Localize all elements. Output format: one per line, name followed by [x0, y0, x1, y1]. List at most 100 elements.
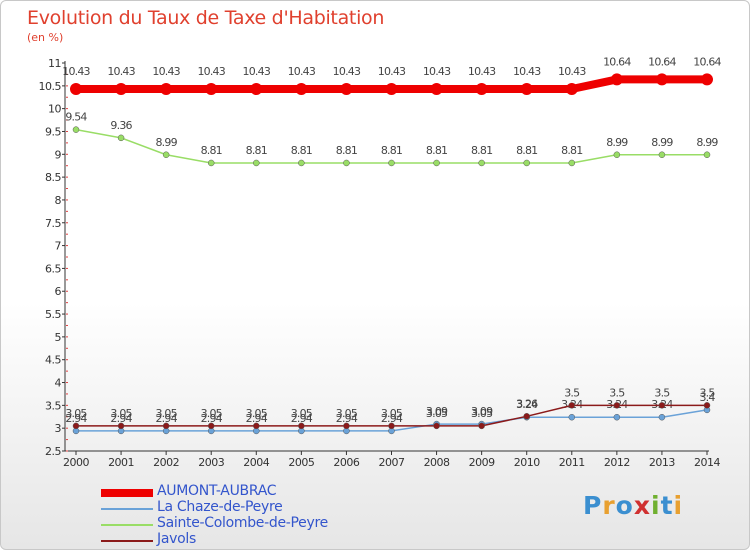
data-label: 8.99 — [155, 136, 177, 149]
data-label: 10.43 — [107, 65, 135, 78]
data-point — [117, 134, 125, 142]
data-point — [160, 83, 173, 96]
data-point — [70, 83, 82, 96]
data-point — [298, 159, 305, 167]
data-point — [568, 159, 576, 167]
data-point — [523, 413, 530, 420]
data-label: 8.81 — [426, 144, 447, 157]
logo-letter: i — [651, 491, 661, 520]
chart-title: Evolution du Taux de Taxe d'Habitation — [27, 7, 385, 29]
data-point — [568, 413, 576, 421]
data-label: 2.94 — [246, 412, 268, 425]
y-tick-label: 9.5 — [45, 125, 61, 138]
data-point — [703, 402, 711, 409]
logo-letter: P — [583, 491, 603, 520]
y-tick-label: 2.5 — [45, 445, 61, 458]
x-tick-label: 2008 — [424, 456, 450, 469]
data-label: 10.43 — [423, 65, 451, 78]
y-tick-label: 9 — [55, 148, 62, 161]
y-tick-label: 7.5 — [45, 217, 61, 230]
data-label: 3.09 — [471, 405, 493, 418]
data-label: 3.5 — [654, 386, 670, 399]
data-point — [295, 83, 308, 96]
data-label: 10.43 — [378, 65, 406, 78]
proxiti-logo: Proxiti — [583, 491, 683, 520]
chart-unit: (en %) — [27, 31, 64, 44]
logo-letter: x — [633, 491, 651, 520]
data-label: 8.99 — [696, 136, 718, 149]
data-label: 2.94 — [110, 412, 132, 425]
data-label: 10.43 — [197, 65, 225, 78]
data-point — [478, 422, 485, 430]
y-tick-label: 7 — [55, 240, 62, 253]
data-label: 2.94 — [155, 412, 177, 425]
y-tick-label: 6.5 — [45, 262, 61, 275]
data-label: 3.09 — [426, 405, 448, 418]
data-label: 8.81 — [201, 144, 222, 157]
data-label: 3.4 — [699, 391, 715, 404]
data-label: 10.64 — [603, 55, 631, 68]
data-point — [115, 83, 128, 96]
legend-swatch — [101, 524, 153, 526]
legend-label: Javols — [157, 531, 196, 547]
data-point — [613, 151, 621, 159]
data-point — [343, 159, 350, 167]
data-point — [568, 402, 576, 409]
data-label: 10.43 — [62, 65, 90, 78]
data-point — [117, 422, 125, 430]
x-tick-label: 2003 — [198, 456, 224, 469]
data-point — [433, 422, 440, 430]
y-tick-label: 10 — [48, 103, 61, 116]
data-label: 10.43 — [243, 65, 271, 78]
data-label: 8.99 — [651, 136, 673, 149]
data-point — [520, 83, 533, 96]
data-point — [658, 413, 666, 421]
x-tick-label: 2012 — [604, 456, 630, 469]
data-label: 3.05 — [246, 407, 268, 420]
data-point — [343, 422, 350, 430]
data-point — [340, 83, 353, 96]
logo-letter: o — [615, 491, 634, 520]
data-label: 10.43 — [288, 65, 316, 78]
x-tick-label: 2014 — [694, 456, 720, 469]
data-label: 8.81 — [561, 144, 582, 157]
x-tick-label: 2005 — [288, 456, 314, 469]
data-point — [565, 83, 578, 96]
data-label: 3.05 — [426, 407, 448, 420]
legend-label: La Chaze-de-Peyre — [157, 499, 283, 515]
y-tick-label: 4 — [55, 377, 62, 390]
data-label: 3.5 — [564, 386, 580, 399]
data-label: 2.94 — [201, 412, 223, 425]
data-point — [207, 159, 215, 167]
data-label: 3.05 — [381, 407, 403, 420]
data-label: 10.43 — [468, 65, 496, 78]
x-tick-label: 2004 — [243, 456, 269, 469]
x-tick-label: 2013 — [649, 456, 675, 469]
data-point — [658, 402, 666, 409]
data-point — [523, 159, 530, 167]
x-tick-label: 2007 — [379, 456, 405, 469]
data-point — [72, 126, 80, 133]
data-label: 2.94 — [381, 412, 403, 425]
data-label: 3.5 — [609, 386, 625, 399]
data-point — [205, 83, 218, 96]
data-label: 9.54 — [65, 111, 87, 124]
x-tick-label: 2001 — [108, 456, 134, 469]
data-label: 8.99 — [606, 136, 628, 149]
data-label: 3.05 — [336, 407, 358, 420]
logo-letter: r — [602, 491, 616, 520]
data-point — [72, 422, 80, 430]
data-label: 3.5 — [699, 386, 715, 399]
y-tick-label: 8.5 — [45, 171, 61, 184]
y-tick-label: 3.5 — [45, 399, 61, 412]
data-point — [613, 402, 621, 409]
y-tick-label: 11 — [48, 57, 61, 70]
data-label: 3.05 — [155, 407, 177, 420]
data-label: 10.43 — [333, 65, 361, 78]
y-tick-label: 5.5 — [45, 308, 61, 321]
legend-label: AUMONT-AUBRAC — [157, 483, 277, 499]
legend-swatch — [101, 489, 153, 497]
data-point — [298, 422, 305, 430]
